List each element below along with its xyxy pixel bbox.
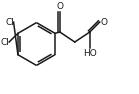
Text: O: O (101, 18, 108, 27)
Text: O: O (56, 2, 63, 11)
Text: Cl: Cl (5, 18, 14, 27)
Text: HO: HO (83, 49, 97, 58)
Text: Cl: Cl (1, 38, 10, 47)
